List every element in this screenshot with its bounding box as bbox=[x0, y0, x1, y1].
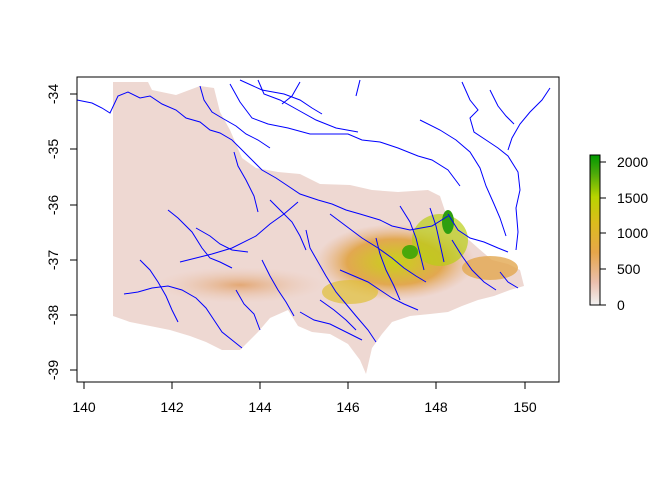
y-tick-label: -39 bbox=[45, 360, 61, 380]
legend-label: 500 bbox=[617, 261, 641, 277]
x-tick-label: 150 bbox=[513, 399, 537, 415]
y-tick-label: -35 bbox=[45, 139, 61, 159]
raster-alpine bbox=[412, 214, 468, 266]
raster-peak-2 bbox=[402, 245, 418, 259]
legend-label: 2000 bbox=[617, 154, 648, 170]
x-tick-label: 144 bbox=[248, 399, 272, 415]
y-tick-label: -36 bbox=[45, 195, 61, 215]
y-tick-label: -34 bbox=[45, 84, 61, 104]
y-axis bbox=[70, 93, 78, 371]
elevation-raster bbox=[113, 82, 524, 374]
legend-label: 1000 bbox=[617, 225, 648, 241]
x-tick-label: 148 bbox=[424, 399, 448, 415]
legend-label: 0 bbox=[617, 297, 625, 313]
x-tick-label: 140 bbox=[72, 399, 96, 415]
x-tick-label: 142 bbox=[160, 399, 184, 415]
legend-label: 1500 bbox=[617, 190, 648, 206]
raster-central bbox=[322, 280, 378, 304]
legend: 2000 1500 1000 500 0 bbox=[589, 154, 648, 313]
rivers bbox=[76, 79, 551, 349]
x-tick-label: 146 bbox=[336, 399, 360, 415]
legend-colorbar bbox=[589, 154, 601, 306]
raster-western-ridge bbox=[155, 267, 325, 303]
raster-peak bbox=[442, 210, 454, 234]
x-axis bbox=[83, 381, 526, 389]
y-tick-label: -38 bbox=[45, 305, 61, 325]
y-tick-label: -37 bbox=[45, 250, 61, 270]
